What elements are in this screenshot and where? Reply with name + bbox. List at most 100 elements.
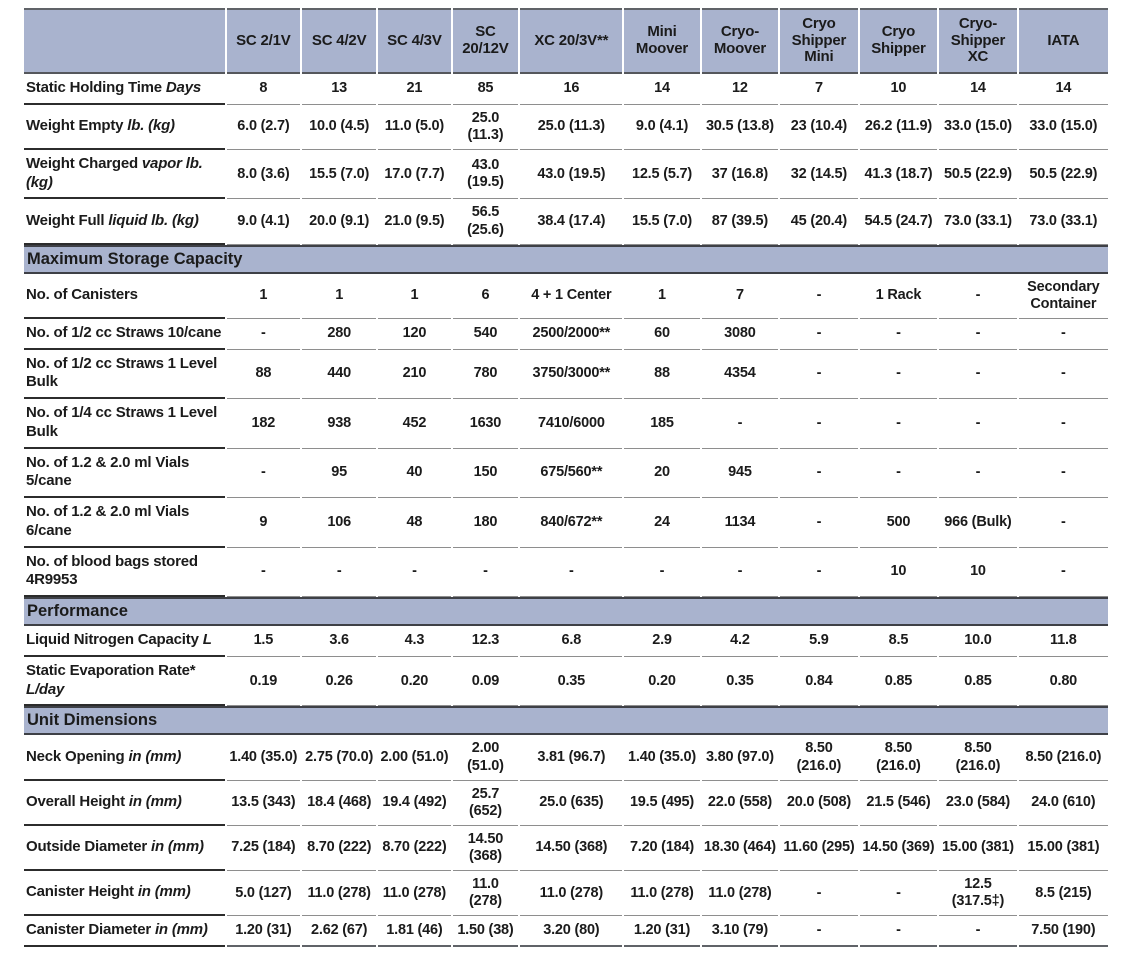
cell: -	[780, 319, 858, 350]
cell: 13.5 (343)	[226, 781, 300, 826]
column-header: IATA	[1018, 8, 1108, 74]
cell: 33.0 (15.0)	[1018, 105, 1108, 150]
cell: 10	[859, 548, 938, 598]
table-row: Static Holding Time Days 8 13 21 85 16 14 12 7 10…	[24, 74, 1108, 105]
cell: 4.2	[701, 626, 779, 657]
cell: 1.50 (38)	[452, 916, 519, 948]
cell: -	[939, 350, 1017, 400]
corner-cell	[24, 8, 225, 74]
section-title: Performance	[24, 597, 1108, 627]
cell: 8.70 (222)	[301, 826, 377, 872]
cell: 3750/3000**	[520, 350, 623, 400]
row-label-text: Static Evaporation Rate*	[26, 661, 196, 679]
cell: 0.20	[624, 657, 700, 707]
row-label: Canister Height in (mm)	[24, 871, 225, 917]
cell: -	[226, 319, 300, 350]
cell: 1.20 (31)	[624, 916, 700, 948]
cell: 9.0 (4.1)	[624, 105, 700, 150]
row-label: Canister Diameter in (mm)	[24, 916, 225, 948]
table-row: Weight Charged vapor lb. (kg) 8.0 (3.6) 15…	[24, 150, 1108, 200]
cell: -	[939, 916, 1017, 948]
cell: 7	[780, 74, 858, 105]
cell: 43.0 (19.5)	[520, 150, 623, 200]
cell: 11.60 (295)	[780, 826, 858, 872]
cell: 2.75 (70.0)	[301, 735, 377, 781]
cell: 32 (14.5)	[780, 150, 858, 200]
cell: 8.5 (215)	[1018, 871, 1108, 917]
table-row: No. of 1/2 cc Straws 1 Level Bulk 88 440 21…	[24, 350, 1108, 400]
header-row: SC 2/1V SC 4/2V SC 4/3V SC 20/12V XC 20/3V**…	[24, 8, 1108, 74]
cell: 1	[378, 274, 451, 319]
cell: 37 (16.8)	[701, 150, 779, 200]
column-header: XC 20/3V**	[520, 8, 623, 74]
row-label-unit: L	[202, 631, 212, 649]
cell: 4 + 1 Center	[520, 274, 623, 319]
cell: 60	[624, 319, 700, 350]
row-label-unit: Days	[165, 79, 201, 96]
cell: 120	[378, 319, 451, 350]
cell: 1	[226, 274, 300, 319]
cell: -	[301, 548, 377, 598]
cell: 20.0 (9.1)	[301, 199, 377, 245]
column-header: Mini Moover	[624, 8, 700, 74]
cell: 8.50 (216.0)	[859, 735, 938, 781]
cell: 8.50 (216.0)	[780, 735, 858, 781]
row-label: No. of 1.2 & 2.0 ml Vials 5/cane	[24, 449, 225, 499]
row-label-text: Liquid Nitrogen Capacity	[26, 631, 199, 649]
cell: 2.00 (51.0)	[378, 735, 451, 781]
row-label: Weight Empty lb. (kg)	[24, 105, 225, 150]
cell: 25.7 (652)	[452, 781, 519, 826]
cell: -	[939, 274, 1017, 319]
cell: 3.81 (96.7)	[520, 735, 623, 781]
section-row: Performance	[24, 597, 1108, 627]
cell: -	[1018, 350, 1108, 400]
row-label: No. of 1/2 cc Straws 1 Level Bulk	[24, 350, 225, 400]
cell: 11.0 (278)	[701, 871, 779, 917]
cell: -	[939, 449, 1017, 499]
row-label-unit: in (mm)	[150, 838, 204, 856]
cell: -	[780, 916, 858, 948]
cell: -	[780, 449, 858, 499]
cell: 50.5 (22.9)	[939, 150, 1017, 200]
cell: Secondary Container	[1018, 274, 1108, 319]
column-header: Cryo Shipper	[859, 8, 938, 74]
cell: 9.0 (4.1)	[226, 199, 300, 245]
cell: 43.0 (19.5)	[452, 150, 519, 200]
row-label-text: Canister Diameter	[26, 921, 151, 939]
table-row: Outside Diameter in (mm) 7.25 (184) 8.70 (…	[24, 826, 1108, 872]
cell: 150	[452, 449, 519, 499]
row-label-unit: in (mm)	[137, 883, 191, 901]
cell: 9	[226, 498, 300, 548]
cell: 10.0 (4.5)	[301, 105, 377, 150]
cell: 18.30 (464)	[701, 826, 779, 872]
cell: 13	[301, 74, 377, 105]
table-row: Liquid Nitrogen Capacity L 1.5 3.6 4.3 12.3 6…	[24, 626, 1108, 657]
cell: 85	[452, 74, 519, 105]
cell: -	[624, 548, 700, 598]
cell: 14.50 (368)	[520, 826, 623, 872]
cell: 15.5 (7.0)	[624, 199, 700, 245]
cell: 20.0 (508)	[780, 781, 858, 826]
cell: 7410/6000	[520, 399, 623, 449]
cell: -	[939, 319, 1017, 350]
cell: 38.4 (17.4)	[520, 199, 623, 245]
table-row: Canister Diameter in (mm) 1.20 (31) 2.62 (…	[24, 916, 1108, 948]
cell: 88	[624, 350, 700, 400]
section-title: Maximum Storage Capacity	[24, 244, 1108, 274]
cell: -	[859, 871, 938, 917]
cell: 7.50 (190)	[1018, 916, 1108, 948]
cell: 11.0 (278)	[624, 871, 700, 917]
cell: -	[701, 548, 779, 598]
cell: 180	[452, 498, 519, 548]
cell: 1 Rack	[859, 274, 938, 319]
cell: 0.20	[378, 657, 451, 707]
section-row: Unit Dimensions	[24, 706, 1108, 736]
cell: 11.0 (278)	[520, 871, 623, 917]
cell: 25.0 (11.3)	[452, 105, 519, 150]
cell: 0.80	[1018, 657, 1108, 707]
cell: 17.0 (7.7)	[378, 150, 451, 200]
cell: 7.20 (184)	[624, 826, 700, 872]
row-label: Static Holding Time Days	[24, 74, 225, 105]
cell: 19.4 (492)	[378, 781, 451, 826]
table-row: Canister Height in (mm) 5.0 (127) 11.0 (27…	[24, 871, 1108, 917]
